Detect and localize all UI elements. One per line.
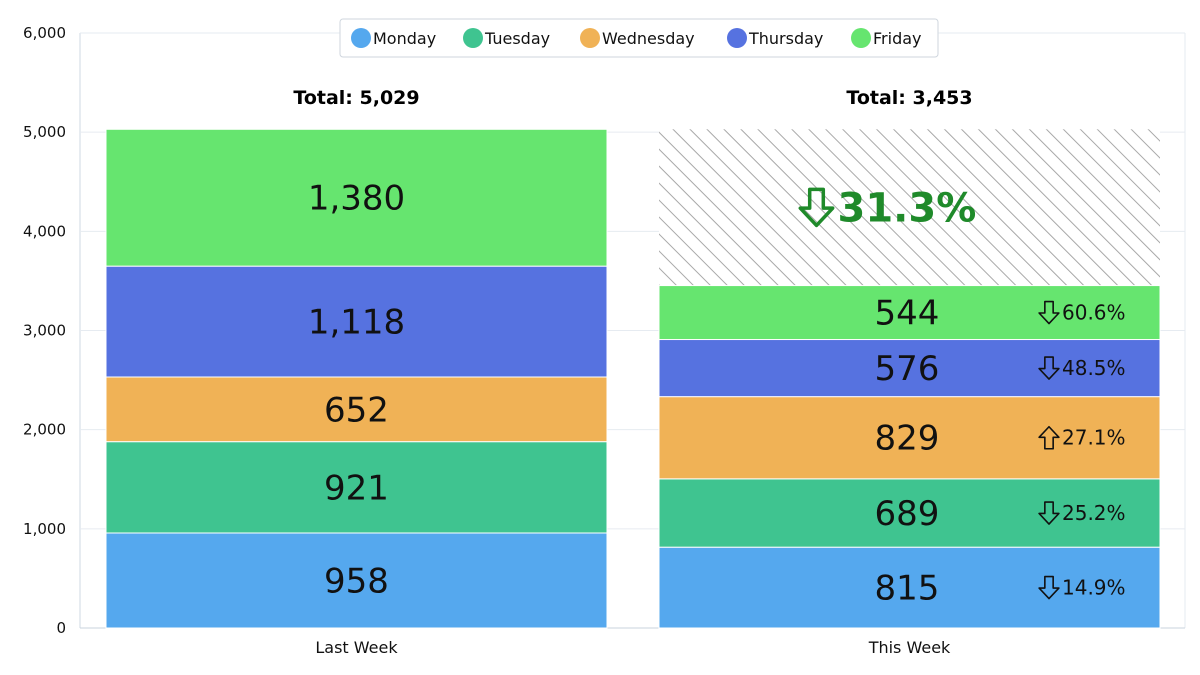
bar-segment-wednesday — [658, 396, 1161, 480]
legend-swatch-wednesday — [580, 28, 600, 48]
bar-segment-tuesday — [658, 478, 1161, 548]
legend-swatch-friday — [851, 28, 871, 48]
legend-swatch-tuesday — [463, 28, 483, 48]
bar-segment-tuesday — [105, 441, 608, 534]
x-tick-label: Last Week — [315, 638, 398, 657]
arrow-down-icon — [1038, 575, 1060, 600]
y-tick-label: 4,000 — [23, 222, 66, 240]
bar-segment-friday — [105, 128, 608, 267]
y-tick-label: 2,000 — [23, 421, 66, 439]
legend-label: Friday — [873, 29, 922, 48]
y-tick-label: 1,000 — [23, 520, 66, 538]
data-label: 576 — [875, 349, 940, 389]
legend-label: Wednesday — [602, 29, 695, 48]
arrow-down-icon — [1038, 356, 1060, 380]
overall-change-label: 31.3% — [838, 185, 977, 231]
change-percent-label: 60.6% — [1062, 301, 1126, 325]
data-label: 1,118 — [308, 303, 405, 343]
y-tick-label: 3,000 — [23, 322, 66, 340]
arrow-down-icon — [1038, 300, 1060, 325]
legend-swatch-thursday — [727, 28, 747, 48]
data-label: 815 — [875, 569, 940, 609]
change-percent-label: 14.9% — [1062, 576, 1126, 600]
data-label: 1,380 — [308, 179, 405, 219]
y-tick-label: 0 — [56, 619, 66, 637]
arrow-up-icon — [1038, 425, 1060, 450]
overall-arrow-down-icon — [798, 187, 835, 228]
bar-segment-friday — [658, 285, 1161, 341]
data-label: 544 — [875, 294, 940, 334]
legend-label: Monday — [373, 29, 436, 48]
legend-label: Thursday — [748, 29, 823, 48]
change-percent-label: 25.2% — [1062, 501, 1126, 525]
legend-label: Tuesday — [484, 29, 550, 48]
data-label: 689 — [875, 494, 940, 534]
legend-box — [339, 18, 939, 58]
arrow-down-icon — [1038, 501, 1060, 525]
data-label: 958 — [324, 561, 389, 601]
data-label: 829 — [875, 419, 940, 459]
bar-segment-monday — [105, 532, 608, 629]
bar-segment-monday — [658, 546, 1161, 629]
change-percent-label: 27.1% — [1062, 426, 1126, 450]
legend-swatch-monday — [351, 28, 371, 48]
x-tick-label: This Week — [868, 638, 951, 657]
decrease-hatch-region — [659, 129, 1160, 286]
total-label: Total: 3,453 — [846, 87, 972, 109]
change-percent-label: 48.5% — [1062, 356, 1126, 380]
y-tick-label: 6,000 — [23, 24, 66, 42]
data-label: 921 — [324, 468, 389, 508]
data-label: 652 — [324, 390, 389, 430]
total-label: Total: 5,029 — [293, 87, 419, 109]
y-tick-label: 5,000 — [23, 123, 66, 141]
